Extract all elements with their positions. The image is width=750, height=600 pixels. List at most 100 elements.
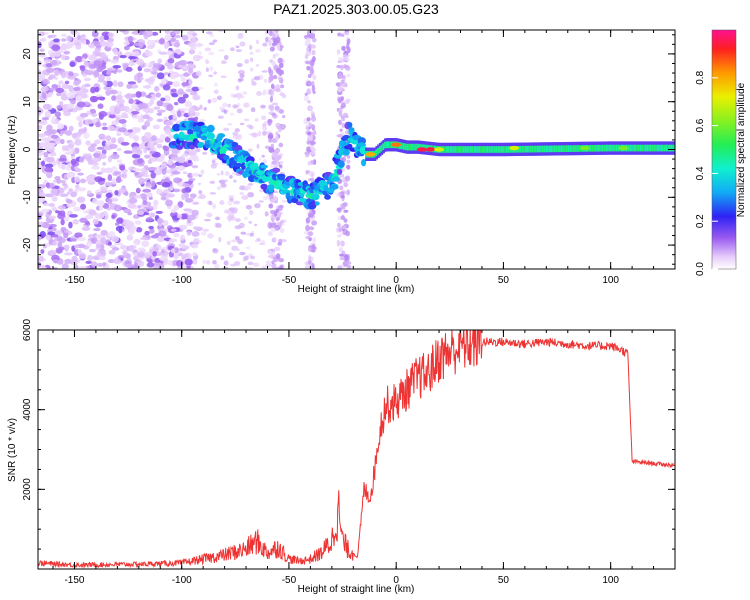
heatmap-cell [206, 132, 215, 140]
heatmap-cell [466, 146, 469, 153]
heatmap-cell [88, 209, 97, 216]
heatmap-cell [213, 89, 219, 94]
heatmap-cell [387, 141, 391, 149]
y-tick-label: 2000 [22, 478, 33, 501]
heatmap-cell [225, 210, 231, 214]
heatmap-cell [660, 144, 663, 152]
heatmap-cell [536, 145, 540, 153]
heatmap-cell [199, 194, 206, 200]
heatmap-cell [220, 255, 225, 260]
heatmap-hotspot [391, 142, 402, 147]
heatmap-cell [147, 141, 154, 149]
heatmap-cell [83, 132, 90, 139]
heatmap-cell [161, 181, 171, 188]
heatmap-cell [181, 188, 187, 194]
heatmap-cell [76, 101, 86, 108]
heatmap-cell [338, 227, 343, 233]
heatmap-cell [77, 243, 86, 249]
heatmap-cell [269, 251, 275, 256]
y-tick-label: 0 [22, 146, 33, 152]
heatmap-cell [73, 41, 82, 46]
heatmap-cell [182, 171, 188, 175]
heatmap-cell [172, 123, 182, 132]
heatmap-cell [139, 114, 144, 121]
heatmap-cell [311, 264, 315, 269]
heatmap-cell [143, 251, 151, 259]
heatmap-cell [223, 109, 228, 115]
heatmap-cell [174, 34, 181, 39]
colorbar-tick-label: 0.8 [695, 70, 706, 84]
heatmap-cell [150, 172, 156, 179]
heatmap-cell [41, 37, 47, 42]
heatmap-cell [100, 186, 108, 192]
heatmap-cell [196, 240, 203, 243]
heatmap-cell [550, 145, 554, 153]
heatmap-cell [131, 110, 140, 115]
heatmap-cell [337, 98, 342, 104]
heatmap-cell [49, 182, 55, 189]
heatmap-cell [478, 146, 481, 153]
heatmap-cell [161, 168, 167, 175]
heatmap-cell [233, 179, 237, 183]
heatmap-cell [345, 57, 350, 62]
heatmap-cell [131, 103, 140, 110]
heatmap-cell [91, 113, 98, 118]
heatmap-cell [101, 126, 108, 131]
heatmap-cell [113, 257, 122, 265]
heatmap-cell [232, 207, 238, 213]
heatmap-cell [186, 230, 192, 236]
heatmap-cell [309, 160, 314, 165]
heatmap-cell [91, 261, 98, 268]
heatmap-cell [75, 55, 83, 63]
heatmap-cell [134, 171, 139, 176]
heatmap-cell [142, 212, 150, 216]
heatmap-cell [337, 160, 345, 168]
heatmap-cell [94, 86, 100, 93]
heatmap-cell [64, 258, 72, 264]
heatmap-cell [309, 106, 313, 111]
heatmap-cell [98, 255, 106, 261]
heatmap-cell [227, 200, 233, 206]
heatmap-cell [173, 30, 181, 35]
heatmap-cell [46, 124, 53, 132]
heatmap-cell [46, 147, 51, 152]
heatmap-cell [562, 145, 566, 153]
heatmap-cell [131, 31, 141, 35]
heatmap-cell [185, 88, 193, 93]
heatmap-cell [504, 146, 507, 153]
heatmap-cell [60, 38, 67, 42]
heatmap-cell [78, 121, 83, 128]
heatmap-cell [343, 209, 349, 213]
heatmap-cell [337, 32, 342, 37]
heatmap-cell [342, 149, 350, 156]
heatmap-cell [87, 43, 95, 48]
heatmap-cell [113, 241, 123, 246]
heatmap-cell [44, 163, 54, 169]
heatmap-cell [52, 240, 58, 246]
heatmap-cell [339, 256, 346, 261]
heatmap-cell [271, 263, 277, 269]
heatmap-cell [40, 249, 45, 254]
heatmap-cell [337, 86, 342, 92]
heatmap-cell [97, 74, 105, 81]
heatmap-cell [214, 216, 221, 221]
heatmap-cell [81, 226, 91, 231]
heatmap-cell [631, 144, 634, 152]
heatmap-cell [348, 127, 355, 132]
heatmap-cell [232, 131, 239, 136]
heatmap-cell [547, 145, 550, 153]
heatmap-cell [155, 244, 162, 249]
heatmap-cell [174, 42, 181, 48]
heatmap-cell [464, 146, 468, 153]
heatmap-cell [278, 204, 283, 212]
spectrogram-xlabel: Height of straight line (km) [298, 284, 415, 295]
heatmap-cell [176, 213, 183, 219]
heatmap-cell [181, 82, 190, 87]
heatmap-cell [74, 139, 82, 146]
heatmap-cell [60, 43, 67, 51]
heatmap-cell [163, 41, 170, 49]
heatmap-cell [307, 131, 312, 136]
heatmap-cell [271, 238, 276, 243]
heatmap-cell [278, 258, 285, 263]
heatmap-cell [332, 176, 341, 182]
